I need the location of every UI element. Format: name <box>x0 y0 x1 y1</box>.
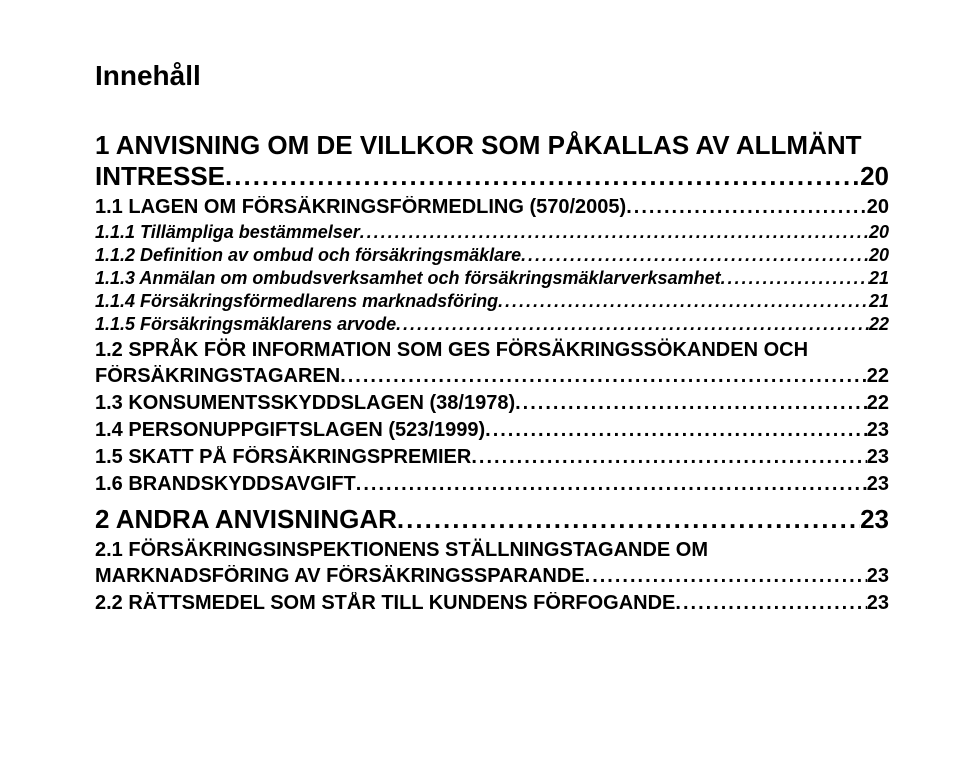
toc-page-number: 20 <box>869 245 889 266</box>
toc-leader <box>498 291 869 312</box>
toc-label: 1.2 SPRÅK FÖR INFORMATION SOM GES FÖRSÄK… <box>95 339 808 361</box>
document-title: Innehåll <box>95 60 889 92</box>
toc-entry: 2.1 FÖRSÄKRINGSINSPEKTIONENS STÄLLNINGST… <box>95 539 889 562</box>
toc-leader <box>360 222 869 243</box>
toc-leader <box>515 392 867 415</box>
toc-entry: INTRESSE 20 <box>95 161 889 192</box>
toc-leader <box>485 419 867 442</box>
toc-label: 1.1.2 Definition av ombud och försäkring… <box>95 245 521 266</box>
toc-label: 1.1.5 Försäkringsmäklarens arvode <box>95 314 396 335</box>
toc-leader <box>626 196 867 219</box>
toc-entry: 2 ANDRA ANVISNINGAR 23 <box>95 504 889 535</box>
toc-page-number: 23 <box>867 419 889 442</box>
toc-label: MARKNADSFÖRING AV FÖRSÄKRINGSSPARANDE <box>95 565 585 588</box>
toc-entry: 1.1.3 Anmälan om ombudsverksamhet och fö… <box>95 268 889 289</box>
toc-entry: 1.1 LAGEN OM FÖRSÄKRINGSFÖRMEDLING (570/… <box>95 196 889 219</box>
toc-leader <box>675 592 866 615</box>
toc-entry: 1.3 KONSUMENTSSKYDDSLAGEN (38/1978) 22 <box>95 392 889 415</box>
toc-page-number: 20 <box>869 222 889 243</box>
toc-leader <box>397 504 860 535</box>
toc-entry: 2.2 RÄTTSMEDEL SOM STÅR TILL KUNDENS FÖR… <box>95 592 889 615</box>
toc-leader <box>521 245 869 266</box>
toc-label: INTRESSE <box>95 161 225 192</box>
document-page: Innehåll 1 ANVISNING OM DE VILLKOR SOM P… <box>0 0 959 678</box>
toc-label: 1.5 SKATT PÅ FÖRSÄKRINGSPREMIER <box>95 446 471 469</box>
toc-label: 1.3 KONSUMENTSSKYDDSLAGEN (38/1978) <box>95 392 515 415</box>
toc-entry: 1.5 SKATT PÅ FÖRSÄKRINGSPREMIER 23 <box>95 446 889 469</box>
toc-label: 2.2 RÄTTSMEDEL SOM STÅR TILL KUNDENS FÖR… <box>95 592 675 615</box>
toc-label: 1.1 LAGEN OM FÖRSÄKRINGSFÖRMEDLING (570/… <box>95 196 626 219</box>
toc-page-number: 23 <box>867 446 889 469</box>
toc-label: 1.1.4 Försäkringsförmedlarens marknadsfö… <box>95 291 498 312</box>
toc-label: 1.4 PERSONUPPGIFTSLAGEN (523/1999) <box>95 419 485 442</box>
toc-entry: 1.2 SPRÅK FÖR INFORMATION SOM GES FÖRSÄK… <box>95 339 889 362</box>
toc-entry: 1.6 BRANDSKYDDSAVGIFT 23 <box>95 473 889 496</box>
toc-leader <box>225 161 860 192</box>
toc-label: 1.1.1 Tillämpliga bestämmelser <box>95 222 360 243</box>
toc-page-number: 22 <box>869 314 889 335</box>
toc-page-number: 22 <box>867 392 889 415</box>
toc-label: 1 ANVISNING OM DE VILLKOR SOM PÅKALLAS A… <box>95 130 862 160</box>
toc-leader <box>340 365 867 388</box>
toc-label: FÖRSÄKRINGSTAGAREN <box>95 365 340 388</box>
toc-entry: 1.1.5 Försäkringsmäklarens arvode 22 <box>95 314 889 335</box>
toc-page-number: 23 <box>867 592 889 615</box>
toc-page-number: 23 <box>867 565 889 588</box>
toc-entry: FÖRSÄKRINGSTAGAREN 22 <box>95 365 889 388</box>
toc-entry: 1.1.2 Definition av ombud och försäkring… <box>95 245 889 266</box>
toc-page-number: 22 <box>867 365 889 388</box>
toc-leader <box>356 473 867 496</box>
toc-label: 1.1.3 Anmälan om ombudsverksamhet och fö… <box>95 268 721 289</box>
toc-entry: 1.1.1 Tillämpliga bestämmelser 20 <box>95 222 889 243</box>
toc-leader <box>585 565 867 588</box>
toc-label: 1.6 BRANDSKYDDSAVGIFT <box>95 473 356 496</box>
toc-page-number: 21 <box>869 268 889 289</box>
toc-label: 2.1 FÖRSÄKRINGSINSPEKTIONENS STÄLLNINGST… <box>95 539 708 561</box>
toc-entry: MARKNADSFÖRING AV FÖRSÄKRINGSSPARANDE 23 <box>95 565 889 588</box>
toc-page-number: 23 <box>860 504 889 535</box>
toc-page-number: 23 <box>867 473 889 496</box>
toc-page-number: 20 <box>867 196 889 219</box>
toc-page-number: 21 <box>869 291 889 312</box>
toc-page-number: 20 <box>860 161 889 192</box>
toc-leader <box>471 446 866 469</box>
toc-entry: 1.1.4 Försäkringsförmedlarens marknadsfö… <box>95 291 889 312</box>
toc-entry: 1 ANVISNING OM DE VILLKOR SOM PÅKALLAS A… <box>95 130 889 161</box>
toc-entry: 1.4 PERSONUPPGIFTSLAGEN (523/1999) 23 <box>95 419 889 442</box>
toc-label: 2 ANDRA ANVISNINGAR <box>95 504 397 535</box>
toc-leader <box>396 314 869 335</box>
toc-leader <box>721 268 869 289</box>
